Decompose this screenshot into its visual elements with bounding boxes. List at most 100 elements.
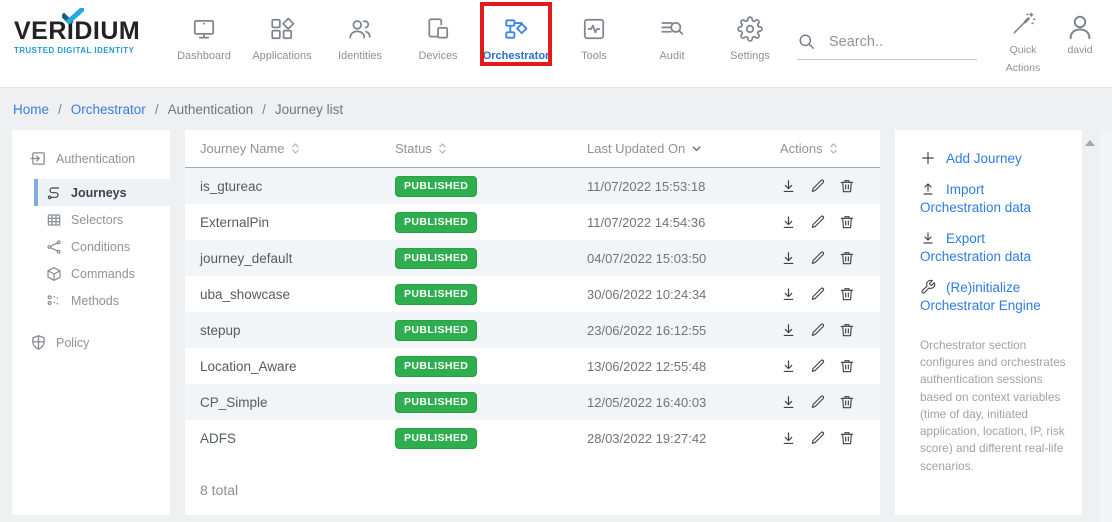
scroll-up-arrow[interactable] bbox=[1085, 140, 1095, 146]
edit-icon bbox=[811, 179, 825, 192]
download-icon bbox=[783, 395, 794, 408]
download-icon bbox=[783, 179, 794, 192]
sidebar-item-methods[interactable]: Methods bbox=[34, 287, 170, 314]
edit-journey-button[interactable] bbox=[810, 430, 826, 446]
journey-name-cell: stepup bbox=[200, 322, 241, 338]
edit-journey-button[interactable] bbox=[810, 178, 826, 194]
nav-item-dashboard[interactable]: Dashboard bbox=[172, 6, 236, 62]
nav-item-identities[interactable]: Identities bbox=[328, 6, 392, 62]
status-badge: PUBLISHED bbox=[395, 319, 478, 341]
last-updated-cell: 11/07/2022 15:53:18 bbox=[587, 178, 706, 194]
sidebar-item-journeys[interactable]: Journeys bbox=[34, 179, 170, 206]
download-journey-button[interactable] bbox=[780, 322, 797, 339]
breadcrumb-home[interactable]: Home bbox=[13, 101, 50, 117]
delete-journey-button[interactable] bbox=[839, 286, 855, 302]
journey-name-cell: Location_Aware bbox=[200, 358, 297, 374]
sidebar-section-authentication[interactable]: Authentication bbox=[12, 140, 170, 179]
edit-journey-button[interactable] bbox=[810, 286, 826, 302]
download-journey-button[interactable] bbox=[780, 250, 797, 267]
nav-item-applications[interactable]: Applications bbox=[250, 6, 314, 62]
delete-journey-button[interactable] bbox=[839, 178, 855, 194]
logo-check-icon bbox=[61, 8, 84, 24]
applications-icon bbox=[269, 14, 295, 44]
nav-label: Audit bbox=[659, 50, 685, 62]
scrollbar-track[interactable] bbox=[1100, 130, 1112, 522]
export-orchestration-data-button[interactable]: Export Orchestration data bbox=[920, 230, 1032, 265]
table-row: Location_Aware PUBLISHED 13/06/2022 12:5… bbox=[185, 348, 880, 384]
quick-actions-button[interactable]: Quick Actions bbox=[997, 11, 1049, 78]
column-header-actions[interactable]: Actions bbox=[780, 141, 880, 156]
row-actions bbox=[780, 214, 880, 231]
reinitialize-orchestrator-engine-button[interactable]: (Re)initialize Orchestrator Engine bbox=[920, 279, 1041, 314]
row-actions bbox=[780, 394, 880, 411]
last-updated-cell: 04/07/2022 15:03:50 bbox=[587, 250, 707, 266]
download-journey-button[interactable] bbox=[780, 358, 797, 375]
edit-journey-button[interactable] bbox=[810, 214, 826, 230]
logo-wordmark: VER I DIUM bbox=[14, 8, 164, 45]
nav-item-audit[interactable]: Audit bbox=[640, 6, 704, 62]
sort-desc-icon bbox=[692, 146, 701, 152]
nav-item-orchestrator[interactable]: Orchestrator bbox=[480, 2, 552, 66]
table-icon bbox=[46, 212, 62, 228]
edit-journey-button[interactable] bbox=[810, 250, 826, 266]
tools-icon bbox=[581, 14, 607, 44]
table-header-row: Journey Name Status Last Updated On Acti… bbox=[185, 130, 880, 168]
sidebar-item-label: Policy bbox=[56, 335, 90, 350]
magic-wand-icon bbox=[997, 11, 1049, 37]
sidebar-item-commands[interactable]: Commands bbox=[34, 260, 170, 287]
delete-journey-button[interactable] bbox=[839, 394, 855, 410]
table-row: journey_default PUBLISHED 04/07/2022 15:… bbox=[185, 240, 880, 276]
sidebar-item-conditions[interactable]: Conditions bbox=[34, 233, 170, 260]
search-input[interactable] bbox=[829, 33, 977, 50]
journey-name-cell: is_gtureac bbox=[200, 178, 263, 194]
status-badge: PUBLISHED bbox=[395, 283, 478, 305]
column-header-status[interactable]: Status bbox=[395, 141, 587, 156]
column-header-last-updated[interactable]: Last Updated On bbox=[587, 141, 780, 156]
nav-item-settings[interactable]: Settings bbox=[718, 6, 782, 62]
download-icon bbox=[783, 215, 794, 228]
journey-table-body: is_gtureac PUBLISHED 11/07/2022 15:53:18 bbox=[185, 168, 880, 456]
download-icon bbox=[920, 230, 936, 246]
delete-icon bbox=[840, 216, 854, 229]
row-actions bbox=[780, 178, 880, 195]
upload-icon bbox=[920, 181, 936, 197]
delete-journey-button[interactable] bbox=[839, 214, 855, 230]
status-badge: PUBLISHED bbox=[395, 247, 478, 269]
edit-journey-button[interactable] bbox=[810, 322, 826, 338]
logo-text-post: DIUM bbox=[74, 17, 141, 45]
nav-label: Tools bbox=[581, 50, 607, 62]
orchestrator-description: Orchestrator section configures and orch… bbox=[920, 338, 1066, 473]
user-name-label: david bbox=[1067, 44, 1093, 56]
last-updated-cell: 30/06/2022 10:24:34 bbox=[587, 286, 707, 302]
delete-journey-button[interactable] bbox=[839, 250, 855, 266]
nav-item-devices[interactable]: Devices bbox=[406, 6, 470, 62]
delete-journey-button[interactable] bbox=[839, 430, 855, 446]
download-icon bbox=[783, 287, 794, 300]
edit-journey-button[interactable] bbox=[810, 394, 826, 410]
column-header-journey-name[interactable]: Journey Name bbox=[200, 141, 395, 156]
main-nav: Dashboard Applications Identities bbox=[172, 2, 796, 66]
download-journey-button[interactable] bbox=[780, 430, 797, 447]
download-journey-button[interactable] bbox=[780, 286, 797, 303]
breadcrumb-orchestrator[interactable]: Orchestrator bbox=[70, 101, 146, 117]
sidebar-item-policy[interactable]: Policy bbox=[12, 324, 170, 363]
download-journey-button[interactable] bbox=[780, 214, 797, 231]
delete-journey-button[interactable] bbox=[839, 358, 855, 374]
sidebar-item-selectors[interactable]: Selectors bbox=[34, 206, 170, 233]
logo-text-pre: VER bbox=[14, 17, 67, 45]
top-bar: VER I DIUM TRUSTED DIGITAL IDENTITY Dash… bbox=[0, 0, 1112, 88]
sidebar-item-label: Conditions bbox=[71, 239, 131, 254]
edit-icon bbox=[811, 251, 825, 264]
import-orchestration-data-button[interactable]: Import Orchestration data bbox=[920, 181, 1032, 216]
download-journey-button[interactable] bbox=[780, 394, 797, 411]
delete-journey-button[interactable] bbox=[839, 322, 855, 338]
download-journey-button[interactable] bbox=[780, 178, 797, 195]
veridium-logo: VER I DIUM TRUSTED DIGITAL IDENTITY bbox=[14, 8, 164, 55]
edit-journey-button[interactable] bbox=[810, 358, 826, 374]
nav-item-tools[interactable]: Tools bbox=[562, 6, 626, 62]
table-row: is_gtureac PUBLISHED 11/07/2022 15:53:18 bbox=[185, 168, 880, 204]
search-icon[interactable] bbox=[797, 32, 816, 51]
user-menu-button[interactable]: david bbox=[1057, 12, 1103, 56]
breadcrumb-separator: / bbox=[58, 101, 62, 117]
add-journey-button[interactable]: Add Journey bbox=[920, 150, 1070, 166]
